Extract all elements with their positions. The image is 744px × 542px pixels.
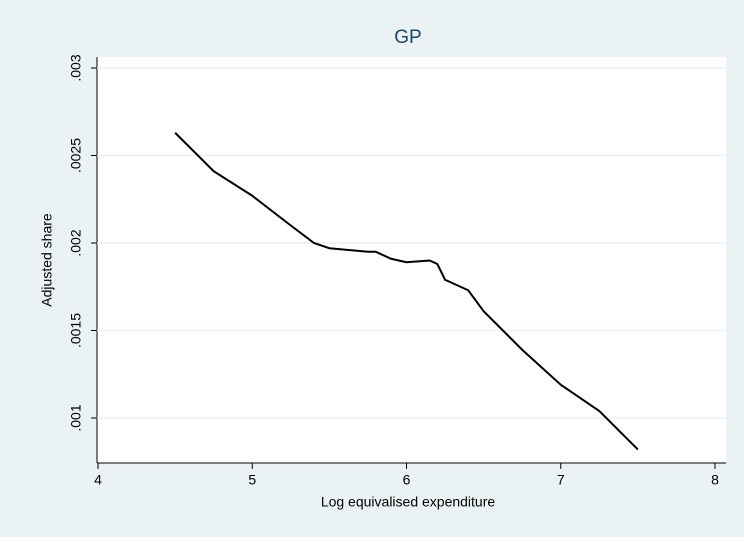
y-tick-label: .0015 (68, 313, 84, 348)
y-tick-label: .0025 (68, 138, 84, 173)
line (174, 132, 639, 451)
chart-title: GP (394, 27, 421, 48)
y-tick-label: .003 (68, 54, 84, 81)
y-axis-title: Adjusted share (39, 213, 55, 307)
y-tick-label: .001 (68, 404, 84, 431)
x-tick-label: 8 (711, 472, 719, 488)
x-tick-label: 7 (557, 472, 565, 488)
x-tick-label: 6 (403, 472, 411, 488)
y-tick-label: .002 (68, 229, 84, 256)
plot-area (97, 57, 726, 463)
x-tick-label: 5 (248, 472, 256, 488)
x-tick-label: 4 (94, 472, 102, 488)
x-axis-title: Log equivalised expenditure (321, 494, 496, 510)
